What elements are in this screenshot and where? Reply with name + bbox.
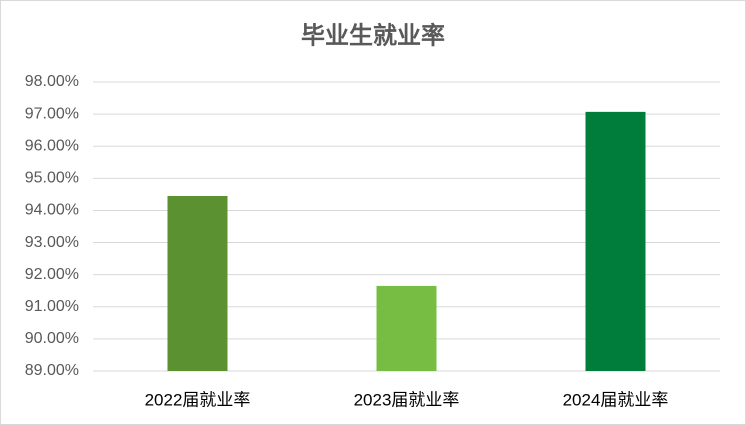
x-tick-label: 2022届就业率 xyxy=(145,390,251,409)
x-tick-label: 2023届就业率 xyxy=(354,390,460,409)
y-tick-label: 96.00% xyxy=(25,137,79,154)
chart-title: 毕业生就业率 xyxy=(301,21,445,49)
bar xyxy=(585,111,646,371)
y-tick-label: 92.00% xyxy=(25,266,79,283)
y-tick-label: 91.00% xyxy=(25,298,79,315)
y-tick-label: 97.00% xyxy=(25,105,79,122)
y-tick-label: 94.00% xyxy=(25,202,79,219)
bar xyxy=(167,195,228,371)
y-tick-label: 90.00% xyxy=(25,330,79,347)
y-tick-label: 98.00% xyxy=(25,73,79,90)
y-tick-label: 95.00% xyxy=(25,170,79,187)
bar xyxy=(376,285,437,371)
y-tick-label: 89.00% xyxy=(25,362,79,379)
x-tick-label: 2024届就业率 xyxy=(563,390,669,409)
y-tick-label: 93.00% xyxy=(25,234,79,251)
